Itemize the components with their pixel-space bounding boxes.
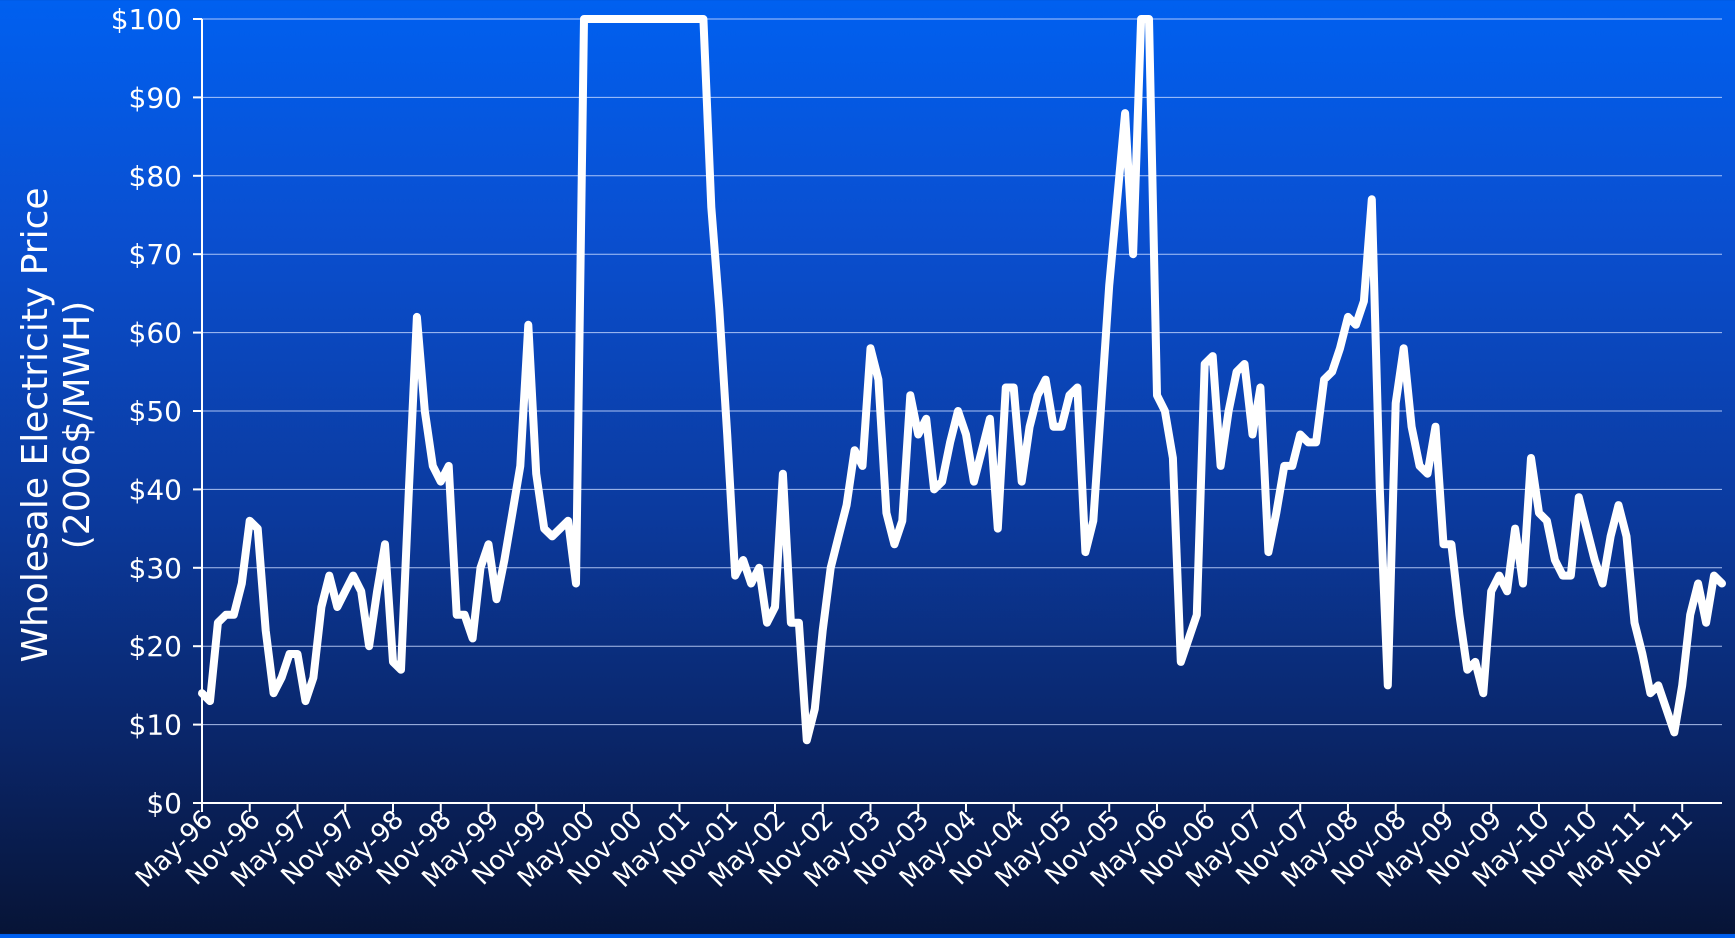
y-axis-label-line1: Wholesale Electricity Price	[15, 187, 56, 662]
y-tick-label: $30	[129, 552, 182, 585]
price-series-line	[198, 15, 1726, 745]
y-axis-label-line2: (2006$/MWH)	[57, 301, 98, 549]
series-layer	[198, 15, 1726, 745]
y-tick-label: $100	[111, 3, 182, 36]
y-tick-label: $10	[129, 709, 182, 742]
y-tick-label: $20	[129, 630, 182, 663]
y-tick-label: $70	[129, 238, 182, 271]
y-tick-label: $80	[129, 160, 182, 193]
y-tick-label: $90	[129, 81, 182, 114]
x-axis-tick-labels: May-96Nov-96May-97Nov-97May-98Nov-98May-…	[130, 805, 1699, 894]
y-axis-title: Wholesale Electricity Price (2006$/MWH)	[15, 187, 98, 662]
y-tick-label: $50	[129, 395, 182, 428]
y-axis-tick-labels: $0 $10 $20 $30 $40 $50 $60 $70 $80 $90 $100	[111, 3, 182, 820]
axes	[201, 19, 1722, 812]
y-tick-label: $0	[146, 787, 182, 820]
y-tick-label: $40	[129, 473, 182, 506]
y-tick-label: $60	[129, 317, 182, 350]
